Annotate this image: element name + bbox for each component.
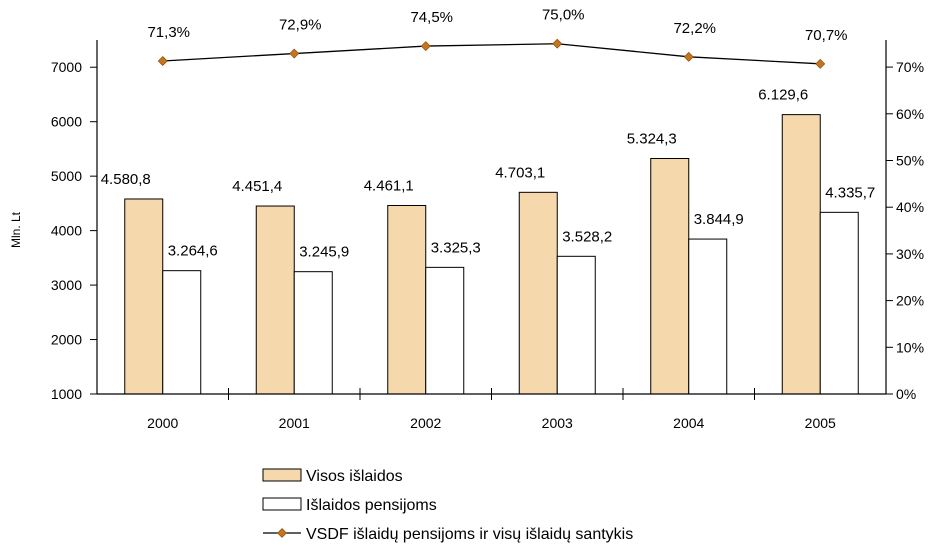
bar-total-expenses bbox=[255, 205, 295, 395]
label-pension-expenses: 3.245,9 bbox=[299, 244, 349, 261]
bar-pension-expenses bbox=[293, 271, 333, 395]
ratio-label: 74,5% bbox=[410, 9, 453, 26]
label-pension-expenses: 3.528,2 bbox=[562, 228, 612, 245]
label-pension-expenses: 4.335,7 bbox=[825, 184, 875, 201]
ratio-line-path bbox=[162, 43, 821, 65]
bars bbox=[124, 114, 859, 395]
right-tick-label: 30% bbox=[896, 246, 924, 262]
label-pension-expenses: 3.325,3 bbox=[431, 239, 481, 256]
legend-item: Išlaidos pensijoms bbox=[262, 497, 437, 514]
label-total-expenses: 6.129,6 bbox=[758, 87, 808, 104]
ratio-label: 72,9% bbox=[279, 17, 322, 34]
left-tick-label: 4000 bbox=[51, 223, 82, 239]
label-total-expenses: 4.580,8 bbox=[101, 171, 151, 188]
bar-pension-expenses bbox=[162, 270, 202, 395]
label-total-expenses: 4.703,1 bbox=[495, 164, 545, 181]
left-tick-label: 5000 bbox=[51, 168, 82, 184]
bar-pension-expenses bbox=[688, 238, 728, 395]
label-total-expenses: 4.451,4 bbox=[232, 178, 282, 195]
bar-total-expenses bbox=[518, 191, 558, 395]
right-tick-label: 70% bbox=[896, 59, 924, 75]
left-tick-label: 6000 bbox=[51, 114, 82, 130]
label-pension-expenses: 3.264,6 bbox=[168, 243, 218, 260]
ratio-label: 75,0% bbox=[542, 7, 585, 24]
bar-pension-expenses bbox=[425, 266, 465, 395]
left-axis-ticks: 1000 2000 3000 4000 5000 6000 7000 bbox=[51, 59, 97, 402]
x-tick-label: 2004 bbox=[673, 415, 704, 431]
y-axis-title: Mln. Lt bbox=[9, 211, 23, 248]
legend-swatch bbox=[262, 497, 302, 511]
right-axis-ticks: 0% 10% 20% 30% 40% 50% 60% 70% bbox=[886, 59, 924, 402]
legend: Visos išlaidos Išlaidos pensijoms VSDF išl… bbox=[262, 468, 633, 543]
ratio-line bbox=[157, 38, 826, 69]
right-tick-label: 50% bbox=[896, 152, 924, 168]
right-tick-label: 20% bbox=[896, 293, 924, 309]
right-tick-label: 0% bbox=[896, 386, 916, 402]
label-pension-expenses: 3.844,9 bbox=[694, 211, 744, 228]
right-tick-label: 60% bbox=[896, 106, 924, 122]
ratio-point bbox=[815, 58, 826, 69]
ratio-label: 71,3% bbox=[147, 24, 190, 41]
ratio-point bbox=[420, 41, 431, 51]
bar-pension-expenses bbox=[556, 255, 596, 395]
x-tick-label: 2000 bbox=[147, 415, 178, 431]
legend-item: Visos išlaidos bbox=[262, 468, 403, 485]
legend-label: VSDF išlaidų pensijoms ir visų išlaidų s… bbox=[306, 526, 633, 543]
ratio-label: 72,2% bbox=[673, 20, 716, 37]
left-tick-label: 3000 bbox=[51, 277, 82, 293]
label-total-expenses: 5.324,3 bbox=[627, 130, 677, 147]
x-axis-ticks: 2000 2001 2002 2003 2004 2005 bbox=[147, 388, 836, 431]
bar-total-expenses bbox=[124, 198, 164, 395]
legend-label: Visos išlaidos bbox=[306, 468, 403, 485]
ratio-point bbox=[289, 48, 300, 59]
right-tick-label: 10% bbox=[896, 339, 924, 355]
x-tick-label: 2003 bbox=[542, 415, 573, 431]
bar-total-expenses bbox=[387, 205, 427, 395]
data-labels: 4.580,8 4.451,4 4.461,1 4.703,1 5.324,3 6.129… bbox=[101, 7, 876, 261]
legend-swatch bbox=[262, 468, 302, 482]
axes bbox=[96, 40, 887, 395]
ratio-point bbox=[157, 56, 168, 66]
legend-item: VSDF išlaidų pensijoms ir visų išlaidų s… bbox=[263, 526, 633, 543]
bar-total-expenses bbox=[650, 157, 690, 395]
left-tick-label: 7000 bbox=[51, 59, 82, 75]
ratio-point bbox=[683, 51, 694, 62]
ratio-point bbox=[552, 38, 563, 49]
ratio-label: 70,7% bbox=[805, 27, 848, 44]
bar-pension-expenses bbox=[819, 211, 859, 395]
legend-marker bbox=[277, 528, 287, 538]
right-tick-label: 40% bbox=[896, 199, 924, 215]
x-tick-label: 2002 bbox=[410, 415, 441, 431]
legend-label: Išlaidos pensijoms bbox=[306, 497, 437, 514]
x-tick-label: 2001 bbox=[279, 415, 310, 431]
left-tick-label: 2000 bbox=[51, 332, 82, 348]
x-tick-label: 2005 bbox=[805, 415, 836, 431]
left-tick-label: 1000 bbox=[51, 386, 82, 402]
bar-total-expenses bbox=[781, 114, 821, 395]
label-total-expenses: 4.461,1 bbox=[364, 178, 414, 195]
